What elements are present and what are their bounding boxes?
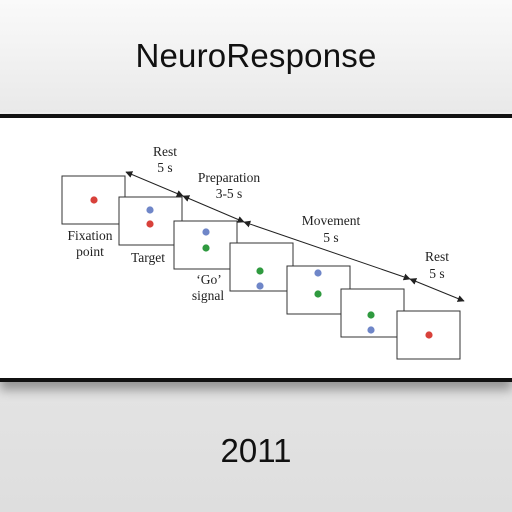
- label-target: Target: [131, 250, 165, 265]
- rest-final-dot-red: [425, 331, 433, 339]
- phase-movement-name: Movement: [302, 213, 361, 228]
- movement-1-dot-blue: [256, 282, 264, 290]
- movement-2-dot-green: [314, 290, 322, 298]
- label-fixation-line1: Fixation: [67, 228, 112, 243]
- phase-rest-1-duration: 5 s: [157, 160, 172, 175]
- app-title: NeuroResponse: [135, 37, 377, 74]
- label-go-line1: ‘Go’: [196, 272, 222, 287]
- task-timeline-diagram: Rest 5 s Preparation 3-5 s Movement 5 s …: [61, 144, 465, 360]
- go-dot-green: [202, 244, 210, 252]
- arrow-rest-1: [125, 171, 184, 197]
- arrow-preparation: [182, 195, 245, 223]
- movement-3-dot-blue: [367, 326, 375, 334]
- phase-rest-2-duration: 5 s: [429, 266, 444, 281]
- figure-panel: Rest 5 s Preparation 3-5 s Movement 5 s …: [0, 114, 512, 382]
- target-dot-blue: [146, 206, 154, 214]
- app-footer: 2011: [0, 390, 512, 512]
- label-go-line2: signal: [192, 288, 224, 303]
- phase-movement-duration: 5 s: [323, 230, 338, 245]
- phase-rest-1-name: Rest: [153, 144, 177, 159]
- movement-2-dot-blue: [314, 269, 322, 277]
- movement-1-dot-green: [256, 267, 264, 275]
- phase-preparation-name: Preparation: [198, 170, 260, 185]
- arrow-rest-2: [409, 278, 465, 302]
- fixation-dot: [90, 196, 98, 204]
- phase-preparation-duration: 3-5 s: [216, 186, 243, 201]
- phase-rest-2-name: Rest: [425, 249, 449, 264]
- app-header: NeuroResponse: [0, 0, 512, 112]
- movement-3-dot-green: [367, 311, 375, 319]
- label-fixation-line2: point: [76, 244, 104, 259]
- target-dot-red: [146, 220, 154, 228]
- arrow-movement: [243, 220, 411, 281]
- go-dot-blue: [202, 228, 210, 236]
- year-label: 2011: [220, 432, 292, 469]
